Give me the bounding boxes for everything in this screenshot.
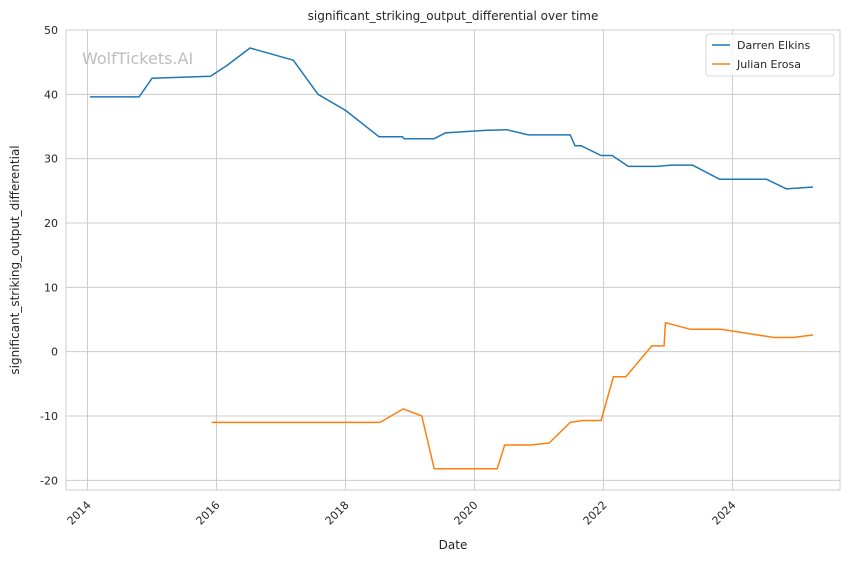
series-line-julian-erosa xyxy=(211,321,814,470)
y-tick-label: -20 xyxy=(40,474,58,487)
y-tick-label: 30 xyxy=(44,153,58,166)
x-tick-label: 2016 xyxy=(194,499,223,528)
y-tick-label: 10 xyxy=(44,281,58,294)
grid xyxy=(66,29,840,490)
legend-box xyxy=(705,33,835,77)
x-tick-label: 2014 xyxy=(65,499,94,528)
y-tick-label: -10 xyxy=(40,410,58,423)
legend: Darren Elkins Julian Erosa xyxy=(705,33,835,77)
watermark: WolfTickets.AI xyxy=(82,49,193,68)
y-tick-label: 0 xyxy=(51,346,58,359)
plot-frame xyxy=(65,29,841,491)
series-line-darren-elkins xyxy=(90,47,814,190)
y-axis-ticks: -20 -10 0 10 20 30 40 50 xyxy=(40,24,58,487)
x-tick-label: 2022 xyxy=(581,499,610,528)
x-axis-ticks: 2014 2016 2018 2020 2022 2024 xyxy=(65,499,739,528)
legend-label: Darren Elkins xyxy=(737,39,810,52)
y-tick-label: 40 xyxy=(44,88,58,101)
legend-label: Julian Erosa xyxy=(736,58,801,71)
y-axis-label: significant_striking_output_differential xyxy=(8,145,22,374)
x-axis-label: Date xyxy=(439,538,468,552)
y-tick-label: 50 xyxy=(44,24,58,37)
series-layer xyxy=(90,47,814,470)
x-tick-label: 2018 xyxy=(323,499,352,528)
y-tick-label: 20 xyxy=(44,217,58,230)
chart-title: significant_striking_output_differential… xyxy=(308,9,599,23)
x-tick-label: 2024 xyxy=(710,499,739,528)
x-tick-label: 2020 xyxy=(452,499,481,528)
